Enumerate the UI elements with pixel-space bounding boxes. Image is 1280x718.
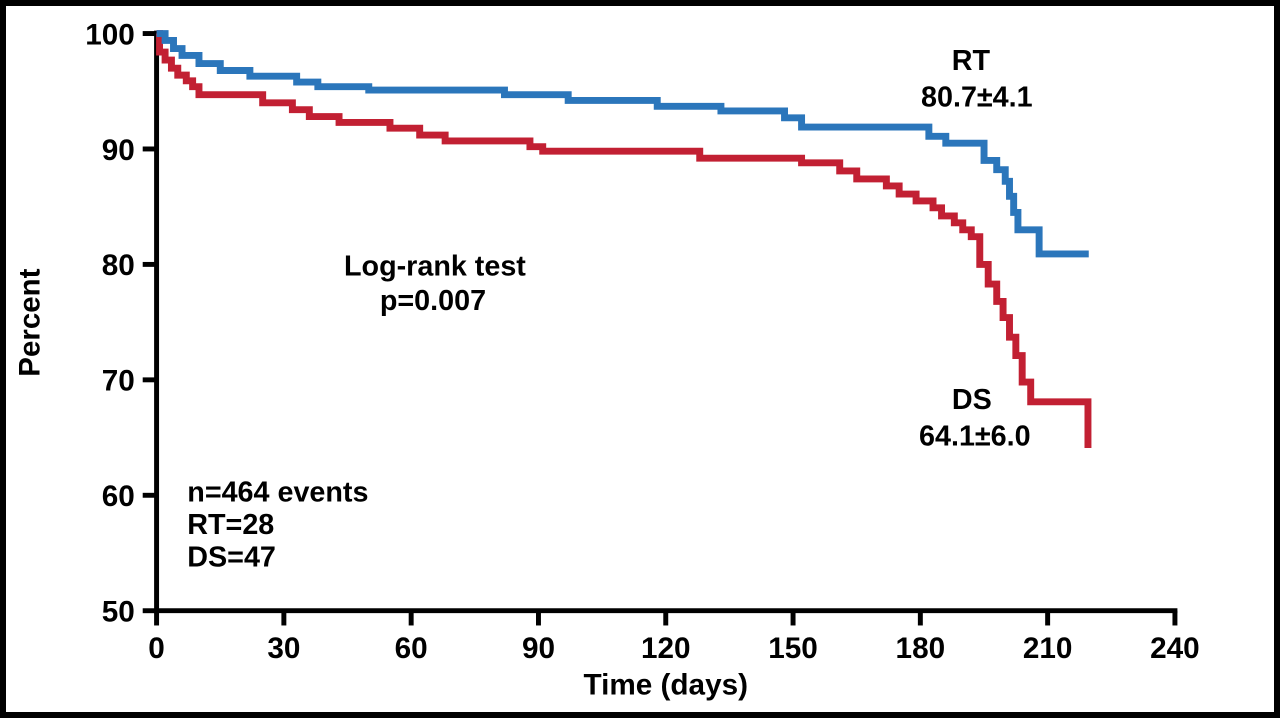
- ds-curve: [156, 30, 1092, 448]
- rt-series-label: RT: [952, 45, 991, 77]
- y-tick-label: 50: [102, 596, 135, 629]
- ds-estimate-label: 64.1±6.0: [919, 421, 1031, 453]
- km-chart: 50 60 70 80 90 100 0 30 60 90 120 150 180 210 240 Per…: [14, 18, 1200, 701]
- stat-test-label: Log-rank test: [344, 251, 526, 283]
- y-tick-label: 80: [102, 249, 135, 282]
- n-events-label: n=464 events: [187, 477, 368, 509]
- y-axis: 50 60 70 80 90 100: [85, 18, 160, 629]
- x-tick-label: 0: [148, 632, 165, 665]
- x-axis: 0 30 60 90 120 150 180 210 240: [148, 608, 1200, 665]
- x-tick-label: 60: [395, 632, 428, 665]
- y-axis-title: Percent: [14, 268, 47, 376]
- x-tick-label: 120: [641, 632, 691, 665]
- y-tick-label: 100: [85, 18, 135, 51]
- x-tick-label: 180: [896, 632, 946, 665]
- rt-events-label: RT=28: [187, 509, 274, 541]
- y-tick-label: 70: [102, 365, 135, 398]
- ds-events-label: DS=47: [187, 542, 276, 574]
- x-tick-label: 150: [768, 632, 818, 665]
- x-tick-label: 30: [267, 632, 300, 665]
- rt-curve: [156, 30, 1089, 258]
- x-tick-label: 210: [1023, 632, 1073, 665]
- y-tick-label: 90: [102, 134, 135, 167]
- series-curves: [156, 30, 1092, 448]
- x-axis-title: Time (days): [583, 668, 748, 701]
- p-value-label: p=0.007: [380, 285, 486, 317]
- ds-series-label: DS: [952, 384, 992, 416]
- y-tick-label: 60: [102, 480, 135, 513]
- x-tick-label: 90: [522, 632, 555, 665]
- rt-estimate-label: 80.7±4.1: [921, 81, 1033, 113]
- x-tick-label: 240: [1150, 632, 1200, 665]
